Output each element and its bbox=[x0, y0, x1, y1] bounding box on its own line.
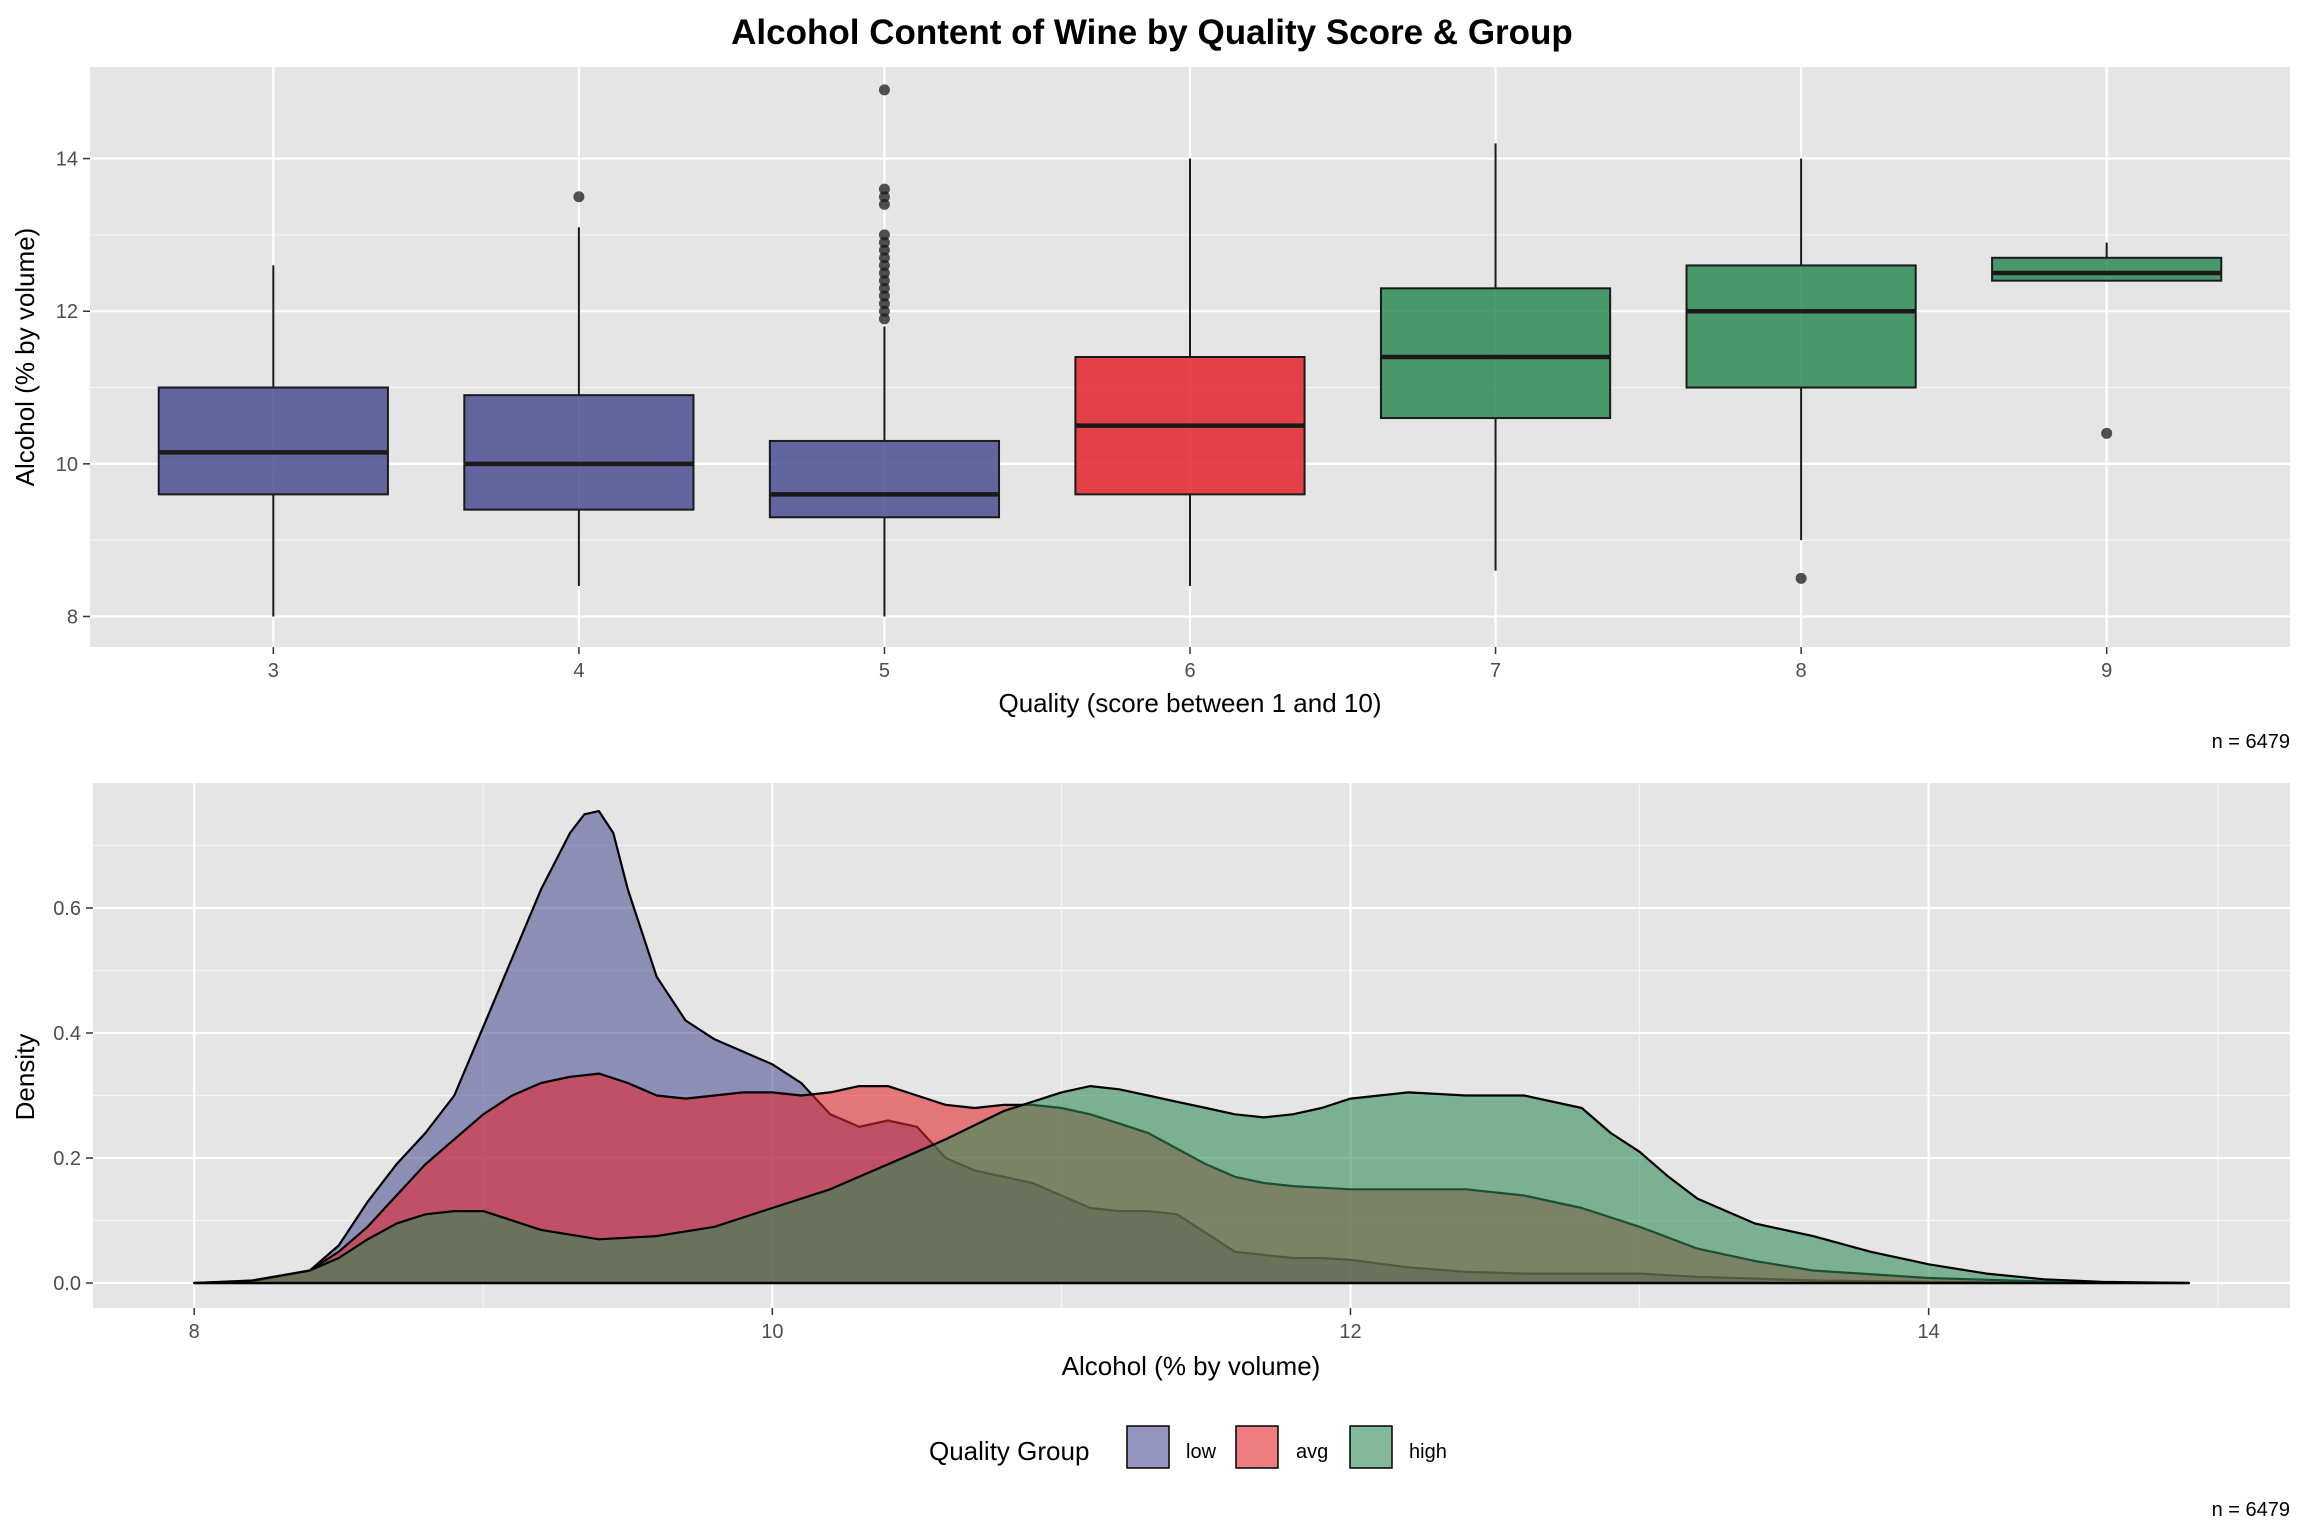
density-panel: 0.0 0.2 0.4 0.6 8 10 12 14 Alcohol (% by volume… bbox=[10, 783, 2290, 1521]
density-y-axis-title: Density bbox=[10, 1034, 40, 1121]
box-outlier-point bbox=[878, 244, 890, 256]
legend-label-high: high bbox=[1409, 1441, 1447, 1463]
box-outlier-point bbox=[1795, 572, 1807, 584]
box-outlier-point bbox=[878, 191, 890, 203]
box-outlier-point bbox=[878, 305, 890, 317]
boxplot-marks bbox=[157, 84, 2223, 617]
legend: Quality Group low avg high bbox=[929, 1425, 1447, 1469]
box-rect-quality-5 bbox=[768, 439, 1001, 519]
density-x-tick-label: 12 bbox=[1339, 1321, 1361, 1343]
legend-label-low: low bbox=[1186, 1441, 1217, 1463]
density-area-high bbox=[193, 1085, 2190, 1285]
legend-label-avg: avg bbox=[1296, 1441, 1328, 1463]
box-rect-quality-3 bbox=[157, 386, 389, 496]
density-y-tick-label: 0.0 bbox=[53, 1273, 81, 1295]
box-outlier-point bbox=[878, 290, 890, 302]
box-outlier-point bbox=[878, 267, 890, 279]
density-x-axis-title: Alcohol (% by volume) bbox=[1062, 1351, 1321, 1381]
boxplot-x-axis-title: Quality (score between 1 and 10) bbox=[999, 688, 1382, 718]
box-outlier-point bbox=[878, 252, 890, 264]
legend-key-high bbox=[1349, 1425, 1393, 1469]
boxplot-x-tick-label: 6 bbox=[1184, 660, 1195, 682]
box-outlier-point bbox=[878, 229, 890, 241]
boxplot-y-tick-label: 14 bbox=[56, 149, 78, 171]
density-axes: 0.0 0.2 0.4 0.6 8 10 12 14 bbox=[53, 898, 1940, 1343]
legend-title: Quality Group bbox=[929, 1436, 1089, 1466]
box-rect-quality-9 bbox=[1991, 256, 2223, 282]
density-marks bbox=[193, 810, 2190, 1285]
box-outlier-point bbox=[878, 275, 890, 287]
box-outlier-point bbox=[878, 84, 890, 96]
box-outlier-point bbox=[878, 298, 890, 310]
box-outlier-point bbox=[878, 237, 890, 249]
boxplot-x-tick-label: 7 bbox=[1490, 660, 1501, 682]
density-y-tick-label: 0.6 bbox=[53, 898, 81, 920]
density-x-tick-label: 8 bbox=[189, 1321, 200, 1343]
boxplot-y-tick-label: 12 bbox=[56, 301, 78, 323]
legend-key-avg bbox=[1235, 1425, 1279, 1469]
box-outlier-point bbox=[878, 282, 890, 294]
boxplot-x-tick-label: 8 bbox=[1796, 660, 1807, 682]
boxplot-x-tick-label: 4 bbox=[573, 660, 584, 682]
box-outlier-point bbox=[573, 191, 585, 203]
density-x-tick-label: 14 bbox=[1918, 1321, 1940, 1343]
legend-key-low bbox=[1126, 1425, 1170, 1469]
box-outlier-point bbox=[2101, 427, 2113, 439]
box-outlier-point bbox=[878, 198, 890, 210]
boxplot-y-axis-title: Alcohol (% by volume) bbox=[10, 228, 40, 487]
boxplot-panel: 8 10 12 14 3 4 5 6 7 8 9 Quality (score between 1 … bbox=[10, 67, 2290, 753]
boxplot-axes: 8 10 12 14 3 4 5 6 7 8 9 bbox=[56, 149, 2112, 682]
density-x-tick-label: 10 bbox=[761, 1321, 783, 1343]
box-rect-quality-4 bbox=[463, 394, 695, 511]
boxplot-x-tick-label: 9 bbox=[2101, 660, 2112, 682]
box-rect-quality-8 bbox=[1685, 264, 1917, 389]
boxplot-x-tick-label: 3 bbox=[268, 660, 279, 682]
box-outlier-point bbox=[878, 183, 890, 195]
density-caption: n = 6479 bbox=[2212, 1499, 2290, 1521]
box-outlier-point bbox=[878, 313, 890, 325]
boxplot-y-tick-label: 8 bbox=[67, 606, 78, 628]
density-y-tick-label: 0.2 bbox=[53, 1148, 81, 1170]
boxplot-y-tick-label: 10 bbox=[56, 454, 78, 476]
boxplot-x-tick-label: 5 bbox=[879, 660, 890, 682]
boxplot-caption: n = 6479 bbox=[2212, 731, 2290, 753]
box-rect-quality-7 bbox=[1379, 287, 1612, 420]
box-outlier-point bbox=[878, 259, 890, 271]
density-y-tick-label: 0.4 bbox=[53, 1023, 81, 1045]
chart-title: Alcohol Content of Wine by Quality Score… bbox=[731, 13, 1573, 52]
